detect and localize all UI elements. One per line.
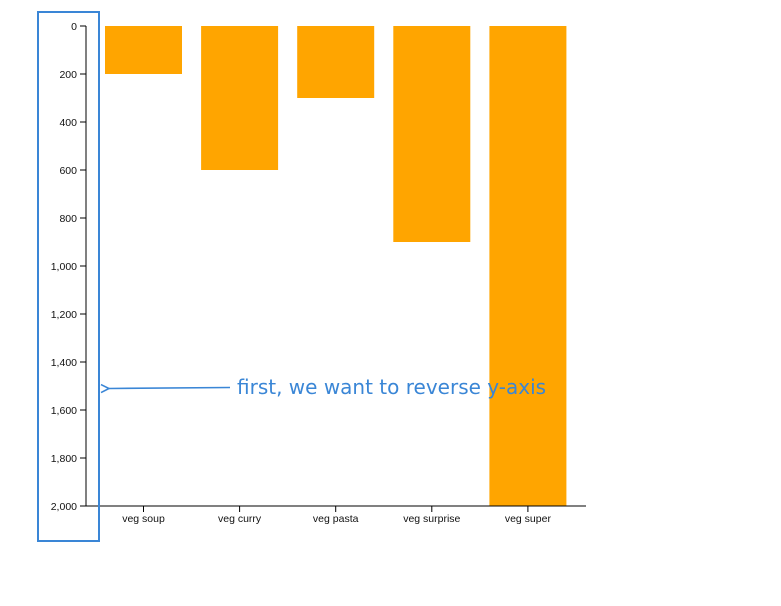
y-tick-label: 1,600 — [51, 405, 77, 417]
x-tick-label: veg curry — [218, 513, 262, 525]
bar-veg-soup — [105, 26, 182, 74]
x-tick-label: veg surprise — [403, 513, 460, 525]
y-tick-label: 0 — [71, 21, 77, 33]
bars-layer — [105, 26, 567, 506]
x-tick-label: veg super — [505, 513, 552, 525]
y-axis-highlight-box — [37, 11, 100, 542]
x-tick-label: veg pasta — [313, 513, 359, 525]
bar-veg-curry — [201, 26, 279, 170]
y-tick-label: 1,000 — [51, 261, 77, 273]
bar-veg-super — [489, 26, 567, 506]
y-tick-label: 200 — [59, 69, 77, 81]
bar-veg-surprise — [393, 26, 471, 242]
y-tick-label: 1,400 — [51, 357, 77, 369]
y-tick-label: 600 — [59, 165, 77, 177]
bar-veg-pasta — [297, 26, 375, 98]
annotation-arrow — [109, 388, 231, 389]
y-tick-label: 800 — [59, 213, 77, 225]
y-tick-label: 1,200 — [51, 309, 77, 321]
x-axis: veg soup veg curry veg pasta veg surprise ve… — [86, 505, 586, 525]
y-axis: 0 200 400 600 800 1,000 1,200 1,400 1,600 1,800 2,… — [51, 21, 87, 513]
y-tick-label: 2,000 — [51, 501, 77, 513]
y-tick-label: 400 — [59, 117, 77, 129]
y-tick-label: 1,800 — [51, 453, 77, 465]
x-tick-label: veg soup — [122, 513, 165, 525]
annotation-text: first, we want to reverse y-axis — [237, 375, 546, 399]
